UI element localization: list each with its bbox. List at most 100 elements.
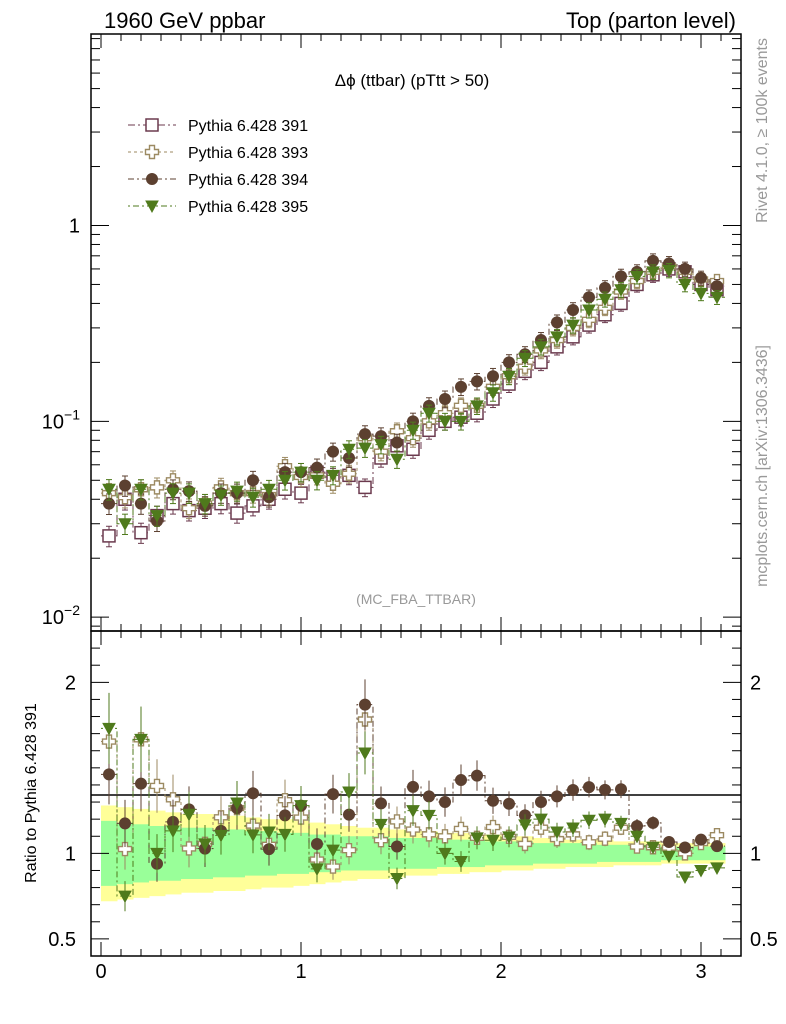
data-point — [294, 486, 308, 500]
data-point — [102, 529, 116, 543]
data-point — [679, 841, 691, 854]
data-point — [597, 300, 613, 315]
data-point — [470, 832, 484, 845]
data-point — [341, 842, 357, 858]
data-point — [391, 436, 403, 449]
data-point — [454, 415, 468, 429]
x-tick-label: 3 — [695, 961, 706, 983]
data-point — [567, 784, 579, 797]
x-tick-label: 1 — [295, 961, 306, 983]
data-point — [647, 816, 659, 829]
data-point — [422, 407, 436, 421]
band-inner — [357, 836, 374, 871]
data-point — [374, 439, 388, 452]
data-point — [389, 814, 405, 829]
data-point — [502, 370, 516, 384]
data-point — [615, 270, 627, 283]
band-inner — [277, 832, 294, 874]
band-inner — [549, 843, 566, 864]
band-inner — [597, 844, 614, 862]
data-point — [551, 316, 563, 329]
data-point — [503, 797, 515, 810]
data-point — [487, 794, 499, 807]
data-point — [629, 839, 645, 854]
data-point — [438, 847, 452, 861]
data-point — [614, 284, 628, 297]
ratio-y-tick-label-right: 1 — [750, 843, 761, 865]
band-inner — [501, 841, 518, 866]
data-point — [325, 859, 341, 874]
data-point — [294, 466, 308, 480]
data-point — [262, 483, 276, 497]
analysis-watermark: (MC_FBA_TTBAR) — [356, 591, 476, 607]
data-point — [182, 487, 196, 501]
data-point — [118, 890, 132, 904]
data-point — [630, 270, 644, 284]
main-data-layer — [101, 253, 725, 548]
band-inner — [405, 837, 422, 869]
data-point — [134, 733, 148, 747]
band-inner — [421, 837, 438, 869]
data-point — [373, 833, 389, 848]
data-point — [119, 817, 131, 830]
data-point — [102, 483, 116, 497]
data-point — [710, 862, 724, 875]
band-inner — [485, 841, 502, 866]
band-inner — [293, 832, 310, 874]
data-point — [311, 838, 323, 851]
data-point — [583, 291, 595, 304]
data-point — [118, 518, 132, 531]
data-point — [455, 774, 467, 787]
data-point — [103, 768, 115, 781]
rivet-label: Rivet 4.1.0, ≥ 100k events — [754, 38, 771, 223]
data-point — [439, 393, 451, 406]
legend-marker — [144, 144, 160, 160]
data-point — [454, 856, 468, 869]
data-point — [421, 827, 437, 842]
ratio-data-layer — [101, 679, 725, 912]
ratio-y-tick-label: 1 — [65, 843, 76, 865]
data-point — [310, 474, 324, 488]
x-tick-label: 0 — [95, 961, 106, 983]
series-line — [101, 269, 725, 525]
data-point — [165, 792, 181, 807]
data-point — [566, 319, 580, 333]
data-point — [439, 796, 451, 809]
data-point — [246, 829, 260, 842]
legend-marker — [146, 173, 158, 185]
data-point — [486, 387, 500, 400]
data-point — [503, 356, 515, 369]
data-point — [581, 312, 597, 327]
data-point — [117, 489, 133, 505]
data-point — [471, 769, 483, 782]
data-point — [150, 847, 164, 861]
data-point — [582, 304, 596, 318]
data-point — [550, 331, 564, 344]
data-point — [487, 370, 499, 383]
data-point — [181, 841, 197, 856]
data-point — [710, 291, 724, 305]
data-point — [453, 821, 469, 837]
data-point — [327, 788, 339, 801]
data-point — [198, 498, 212, 511]
data-point — [535, 796, 547, 809]
data-point — [517, 836, 533, 852]
data-point — [518, 352, 532, 366]
data-point — [615, 783, 627, 796]
data-point — [567, 304, 579, 317]
legend: Pythia 6.428 391 Pythia 6.428 393 Pythia 6… — [128, 118, 308, 216]
legend-label: Pythia 6.428 395 — [188, 199, 308, 216]
data-point — [423, 790, 435, 803]
header-right: Top (parton level) — [566, 8, 736, 33]
y-tick-label: 1 — [69, 215, 80, 237]
data-point — [550, 826, 564, 840]
data-point — [534, 813, 548, 827]
data-point — [390, 453, 404, 467]
data-point — [310, 863, 324, 876]
data-point — [678, 871, 692, 885]
data-point — [247, 787, 259, 800]
data-point — [646, 841, 660, 855]
data-point — [391, 840, 403, 853]
series-4 — [101, 262, 725, 536]
